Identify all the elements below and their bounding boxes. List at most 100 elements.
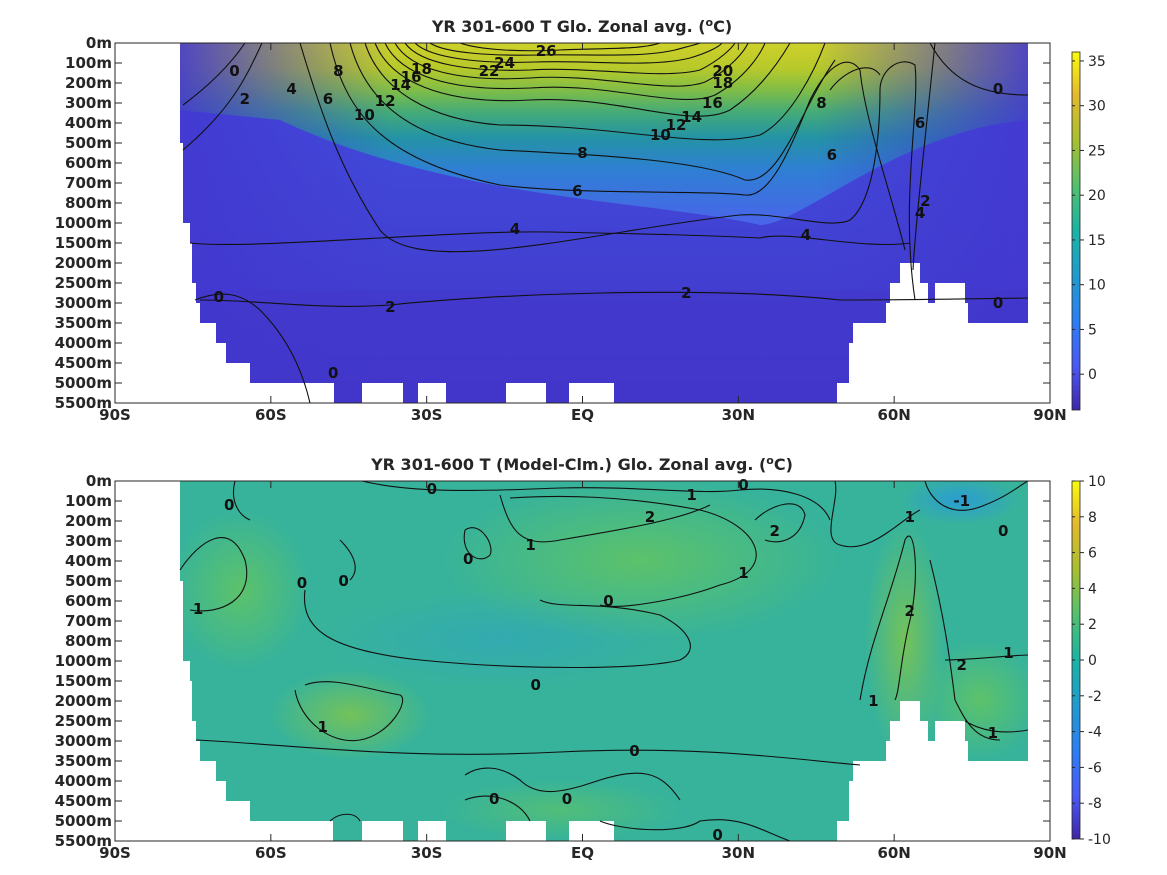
- x-tick-label: 60N: [877, 406, 910, 424]
- contour-label: 1: [525, 536, 535, 554]
- colorbar-tick-label: 6: [1088, 546, 1097, 562]
- x-tick-label: 30N: [722, 406, 755, 424]
- colorbar-tick-label: 4: [1088, 581, 1097, 597]
- y-tick-label: 0m: [86, 472, 112, 490]
- y-tick-label: 4000m: [55, 334, 112, 352]
- x-tick-label: 90N: [1033, 844, 1066, 862]
- colorbar-tick-label: 20: [1088, 188, 1106, 204]
- y-tick-label: 5500m: [55, 832, 112, 850]
- y-tick-label: 5500m: [55, 394, 112, 412]
- y-tick-label: 2500m: [55, 274, 112, 292]
- contour-label: 22: [479, 62, 500, 80]
- colorbar-tick-label: 2: [1088, 617, 1097, 633]
- contour-label: 0: [629, 742, 639, 760]
- panel1-y-ticks: 0m 100m 200m 300m 400m 500m 600m 700m 800m 1000m 1…: [55, 34, 1050, 412]
- contour-label: 20: [712, 62, 733, 80]
- y-tick-label: 1000m: [55, 652, 112, 670]
- contour-label: 4: [286, 80, 296, 98]
- colorbar-tick-label: 25: [1088, 143, 1106, 159]
- contour-label: 12: [375, 92, 396, 110]
- y-tick-label: 4500m: [55, 354, 112, 372]
- y-tick-label: 2000m: [55, 254, 112, 272]
- panel1-colorbar-ticks: 35 30 25 20 15 10 5 0: [1072, 54, 1106, 383]
- colorbar-tick-label: 0: [1088, 653, 1097, 669]
- y-tick-label: 1000m: [55, 214, 112, 232]
- contour-label: 14: [681, 108, 702, 126]
- contour-label: 18: [712, 74, 733, 92]
- contour-label: 2: [240, 90, 250, 108]
- panel2-y-ticks: 0m 100m 200m 300m 400m 500m 600m 700m 800m 1000m 1…: [55, 472, 1050, 850]
- contour-label: 1: [988, 724, 998, 742]
- temperature-anomaly-panel: YR 301-600 T (Model-Clm.) Glo. Zonal avg…: [55, 454, 1111, 862]
- y-tick-label: 3500m: [55, 752, 112, 770]
- contour-label: 2: [645, 508, 655, 526]
- contour-label: 2: [681, 284, 691, 302]
- contour-label: 4: [801, 226, 811, 244]
- contour-label: 12: [666, 116, 687, 134]
- contour-label: 0: [229, 62, 239, 80]
- colorbar-tick-label: 15: [1088, 233, 1106, 249]
- panel1-colorbar: [1071, 51, 1081, 411]
- contour-label: 0: [427, 480, 437, 498]
- contour-label: 0: [993, 80, 1003, 98]
- panel2-contour-labels: 0 0 0 1 2 2 -1 1 0 0 1 0 0 1 1 0 2 2 1 0 1 1 1 0 0 0 0: [193, 476, 1014, 844]
- contour-label: 2: [905, 602, 915, 620]
- contour-label: 0: [489, 790, 499, 808]
- contour-label: -1: [953, 492, 970, 510]
- contour-label: 8: [333, 62, 343, 80]
- colorbar-tick-label: 5: [1088, 322, 1097, 338]
- contour-label: 2: [956, 656, 966, 674]
- y-tick-label: 600m: [65, 154, 112, 172]
- y-tick-label: 5000m: [55, 374, 112, 392]
- contour-label: 16: [702, 94, 723, 112]
- contour-label: 8: [816, 94, 826, 112]
- panel1-contours: [182, 43, 1029, 403]
- contour-label: 1: [905, 508, 915, 526]
- y-tick-label: 700m: [65, 174, 112, 192]
- y-tick-label: 500m: [65, 134, 112, 152]
- contour-label: 0: [214, 288, 224, 306]
- contour-label: 0: [531, 676, 541, 694]
- contour-label: 2: [920, 192, 930, 210]
- colorbar-tick-label: 0: [1088, 367, 1097, 383]
- colorbar-tick-label: 35: [1088, 54, 1106, 70]
- contour-label: 10: [354, 106, 375, 124]
- y-tick-label: 100m: [65, 492, 112, 510]
- contour-label: 0: [998, 522, 1008, 540]
- contour-label: 8: [577, 144, 587, 162]
- contour-label: 0: [562, 790, 572, 808]
- y-tick-label: 5000m: [55, 812, 112, 830]
- panel2-land-mask: [115, 481, 1050, 841]
- colorbar-tick-label: -4: [1088, 725, 1102, 741]
- y-tick-label: 3000m: [55, 732, 112, 750]
- colorbar-tick-label: 10: [1088, 278, 1106, 294]
- y-tick-label: 500m: [65, 572, 112, 590]
- x-tick-label: EQ: [571, 406, 594, 424]
- y-tick-label: 200m: [65, 512, 112, 530]
- x-tick-label: 90S: [99, 844, 131, 862]
- y-tick-label: 4500m: [55, 792, 112, 810]
- panel2-contours: [179, 481, 1029, 841]
- y-tick-label: 1500m: [55, 234, 112, 252]
- x-tick-label: 30S: [411, 406, 443, 424]
- contour-label: 6: [827, 146, 837, 164]
- contour-label: 1: [686, 486, 696, 504]
- contour-label: 0: [328, 364, 338, 382]
- x-tick-label: 60S: [255, 844, 287, 862]
- x-tick-label: EQ: [571, 844, 594, 862]
- colorbar-tick-label: -8: [1088, 796, 1102, 812]
- panel2-colorbar-ticks: 10 8 6 4 2 0 -2 -4 -6 -8 -10: [1072, 474, 1111, 848]
- contour-label: 0: [738, 476, 748, 494]
- contour-label: 0: [463, 550, 473, 568]
- x-tick-label: 90N: [1033, 406, 1066, 424]
- colorbar-tick-label: 30: [1088, 99, 1106, 115]
- contour-label: 0: [297, 574, 307, 592]
- x-tick-label: 30N: [722, 844, 755, 862]
- contour-label: 4: [510, 220, 520, 238]
- panel1-x-ticks: 90S 60S 30S EQ 30N 60N 90N: [99, 43, 1067, 424]
- y-tick-label: 4000m: [55, 772, 112, 790]
- colorbar-tick-label: -2: [1088, 689, 1102, 705]
- y-tick-label: 3500m: [55, 314, 112, 332]
